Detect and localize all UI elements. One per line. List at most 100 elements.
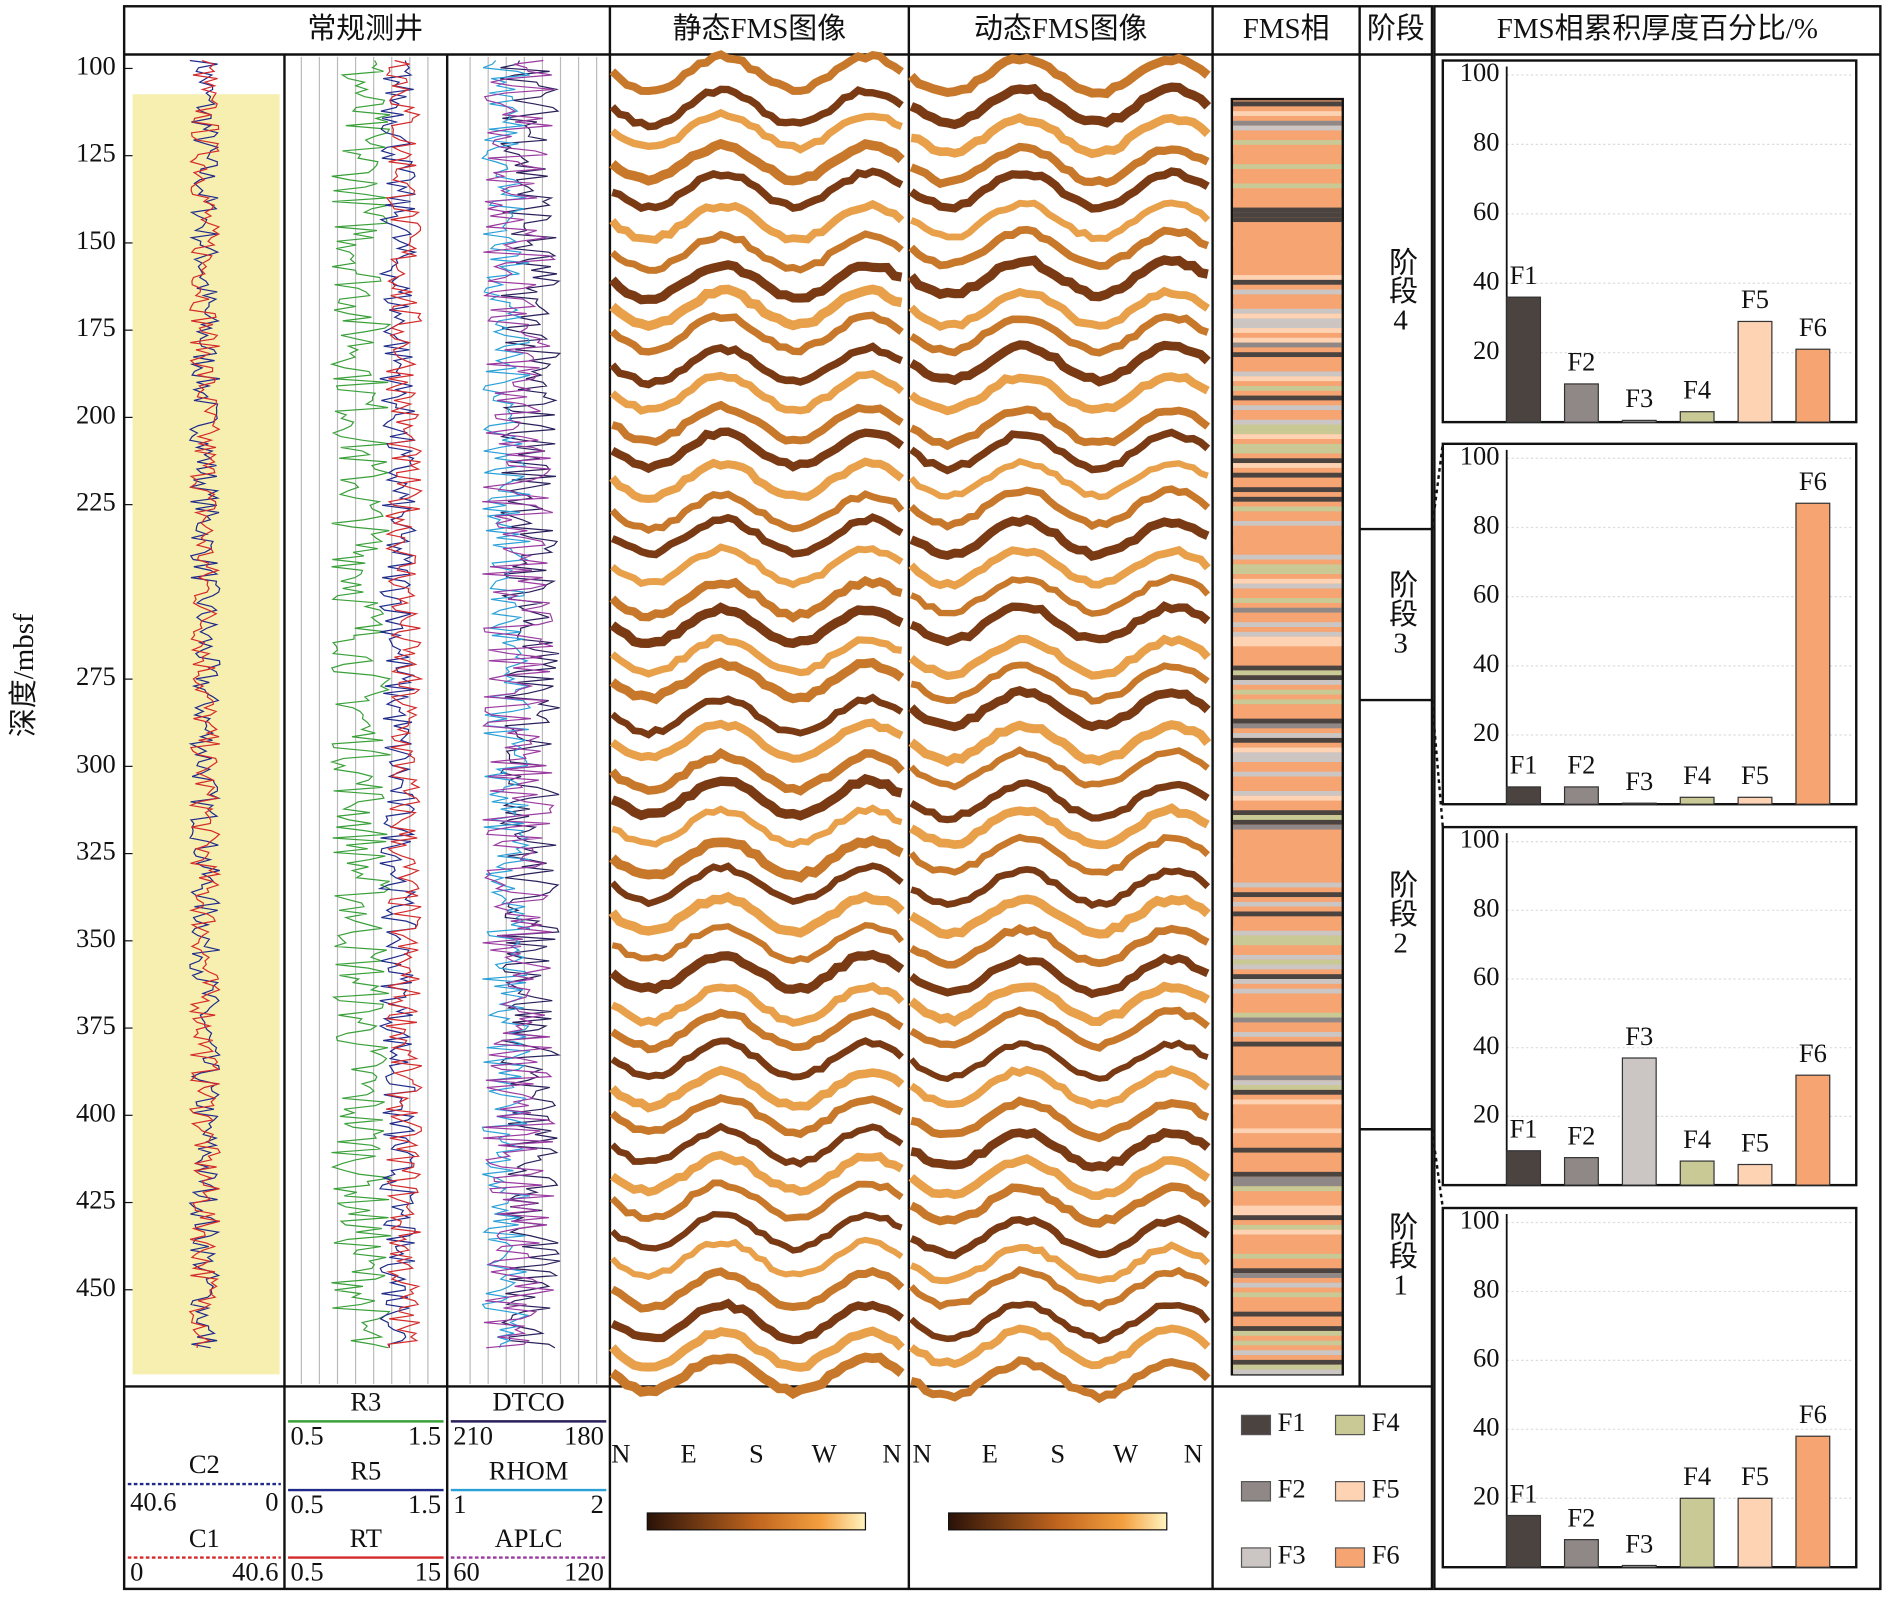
- track-name: R5: [350, 1455, 381, 1485]
- facies-stripe: [1233, 622, 1342, 628]
- bar-category-label: F1: [1510, 1478, 1538, 1508]
- track-max: 2: [591, 1489, 604, 1519]
- fms-trace: [610, 773, 903, 821]
- azimuth-label: W: [1113, 1438, 1138, 1468]
- bar-category-label: F5: [1741, 1461, 1769, 1491]
- bar: [1621, 1057, 1657, 1186]
- fms-trace: [609, 575, 903, 623]
- log-curve: [188, 59, 222, 1348]
- facies-stripe: [1233, 395, 1342, 401]
- facies-stripe: [1233, 1075, 1342, 1081]
- y-tick-label: 80: [1473, 892, 1500, 922]
- fms-trace: [610, 230, 904, 274]
- fms-trace: [610, 693, 904, 739]
- facies-stripe: [1233, 183, 1342, 189]
- bar-category-label: F4: [1683, 1461, 1711, 1491]
- y-tick-label: 275: [76, 661, 116, 691]
- facies-stripe: [1233, 463, 1342, 468]
- facies-stripe: [1233, 241, 1342, 247]
- fms-trace: [908, 225, 1210, 270]
- fms-trace: [610, 427, 905, 474]
- facies-stripe: [1233, 1128, 1342, 1134]
- facies-stripe: [1233, 202, 1342, 208]
- facies-stripe: [1233, 1099, 1342, 1105]
- facies-stripe: [1233, 1085, 1342, 1090]
- facies-stripe: [1233, 819, 1342, 825]
- facies-stripe: [1233, 737, 1342, 743]
- bar-category-label: F1: [1510, 260, 1538, 290]
- log-curve: [377, 60, 418, 1348]
- track-min: 40.6: [130, 1487, 176, 1517]
- azimuth-label: N: [913, 1438, 932, 1468]
- y-tick-label: 400: [76, 1097, 116, 1127]
- fms-trace: [910, 1127, 1211, 1172]
- facies-stripe: [1233, 1041, 1342, 1047]
- bar-category-label: F4: [1683, 1124, 1711, 1154]
- facies-stripe: [1233, 207, 1342, 213]
- facies-stripe: [1233, 120, 1342, 126]
- fms-trace: [610, 543, 904, 589]
- track-max: 15: [415, 1557, 441, 1587]
- legend-swatch: [1334, 1414, 1366, 1436]
- fms-trace: [609, 1122, 904, 1168]
- fms-trace: [908, 485, 1211, 531]
- fms-trace: [908, 746, 1210, 791]
- fms-trace: [610, 1210, 903, 1254]
- facies-stripe: [1233, 525, 1342, 531]
- fms-trace: [610, 633, 903, 678]
- fms-trace: [610, 1266, 905, 1313]
- facies-stripe: [1233, 1109, 1342, 1114]
- facies-stripe: [1233, 1089, 1342, 1095]
- facies-stripe: [1233, 795, 1342, 801]
- bar-category-label: F5: [1741, 1127, 1769, 1157]
- facies-stripe: [1233, 810, 1342, 816]
- track-max: 40.6: [232, 1557, 278, 1587]
- facies-stripe: [1233, 684, 1342, 690]
- fms-trace: [908, 1265, 1210, 1312]
- fms-trace: [609, 1179, 904, 1222]
- y-tick-label: 40: [1473, 265, 1500, 295]
- fms-trace: [908, 1039, 1209, 1083]
- y-tick-label: 200: [76, 399, 116, 429]
- bar: [1679, 1160, 1715, 1186]
- fms-trace: [910, 113, 1211, 159]
- facies-stripe: [1233, 631, 1342, 637]
- column-header: FMS相: [1243, 13, 1330, 45]
- log-curve: [385, 59, 424, 1349]
- facies-stripe: [1233, 1292, 1342, 1298]
- azimuth-label: N: [882, 1438, 901, 1468]
- facies-stripe: [1233, 564, 1342, 570]
- facies-stripe: [1233, 352, 1342, 358]
- fms-trace: [909, 779, 1210, 824]
- facies-stripe: [1233, 535, 1342, 541]
- fms-trace: [610, 108, 903, 154]
- y-tick-label: 80: [1473, 1274, 1500, 1304]
- fms-trace: [609, 1352, 905, 1400]
- fms-trace: [909, 405, 1211, 451]
- facies-stripe: [1233, 1080, 1342, 1086]
- facies-stripe: [1233, 762, 1342, 767]
- bar: [1737, 1497, 1773, 1568]
- bar: [1621, 419, 1657, 423]
- facies-stripe: [1233, 414, 1342, 420]
- y-tick-label: 20: [1473, 335, 1500, 365]
- fms-trace: [609, 457, 905, 503]
- bar-category-label: F1: [1510, 1114, 1538, 1144]
- facies-stripe: [1233, 400, 1342, 406]
- facies-stripe: [1233, 935, 1342, 941]
- facies-stripe: [1233, 1007, 1342, 1013]
- facies-stripe: [1233, 506, 1342, 512]
- legend-label: F3: [1278, 1540, 1306, 1570]
- track-min: 0.5: [290, 1420, 323, 1450]
- bar: [1563, 1157, 1599, 1186]
- facies-stripe: [1233, 328, 1342, 333]
- facies-stripe: [1233, 598, 1342, 603]
- column-header: 阶段: [1367, 13, 1425, 45]
- fms-trace: [910, 866, 1211, 910]
- bar: [1795, 1435, 1831, 1568]
- track-name: C1: [189, 1523, 220, 1553]
- y-tick-label: 100: [1460, 1205, 1500, 1235]
- facies-stripe: [1233, 757, 1342, 763]
- facies-stripe: [1233, 279, 1342, 285]
- y-tick-label: 20: [1473, 1098, 1500, 1128]
